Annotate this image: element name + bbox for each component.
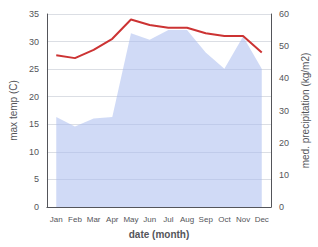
svg-text:Jul: Jul: [163, 215, 173, 224]
svg-text:Nov: Nov: [236, 215, 250, 224]
svg-text:25: 25: [29, 64, 39, 74]
svg-text:20: 20: [29, 92, 39, 102]
svg-text:40: 40: [279, 73, 289, 83]
svg-text:Mar: Mar: [87, 215, 101, 224]
svg-text:Jun: Jun: [143, 215, 156, 224]
svg-text:date (month): date (month): [129, 229, 190, 240]
svg-text:Sep: Sep: [199, 215, 214, 224]
svg-text:0: 0: [279, 202, 284, 212]
svg-text:30: 30: [29, 37, 39, 47]
svg-text:5: 5: [34, 174, 39, 184]
svg-text:Jan: Jan: [50, 215, 63, 224]
svg-text:30: 30: [279, 106, 289, 116]
svg-text:max temp (C): max temp (C): [8, 80, 19, 141]
svg-text:60: 60: [279, 9, 289, 19]
svg-text:0: 0: [34, 202, 39, 212]
svg-text:Oct: Oct: [218, 215, 231, 224]
svg-text:Dec: Dec: [255, 215, 269, 224]
svg-text:10: 10: [279, 170, 289, 180]
svg-text:med. precipitation (kg/m2): med. precipitation (kg/m2): [300, 53, 311, 169]
svg-text:Feb: Feb: [68, 215, 82, 224]
svg-text:20: 20: [279, 138, 289, 148]
svg-text:Apr: Apr: [106, 215, 119, 224]
svg-text:15: 15: [29, 119, 39, 129]
svg-text:35: 35: [29, 9, 39, 19]
svg-text:May: May: [123, 215, 138, 224]
svg-text:Aug: Aug: [180, 215, 194, 224]
svg-text:50: 50: [279, 41, 289, 51]
svg-text:10: 10: [29, 147, 39, 157]
